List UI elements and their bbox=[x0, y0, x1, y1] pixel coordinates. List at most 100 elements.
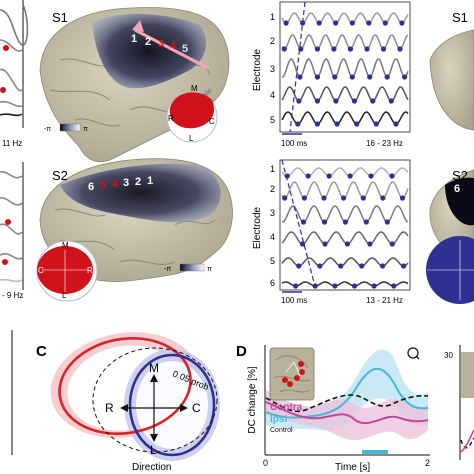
peak-marker bbox=[351, 98, 357, 104]
s1-label: S1 bbox=[52, 10, 68, 25]
compass-scale: ΔDC bbox=[202, 87, 214, 99]
tick-2: 2 bbox=[270, 36, 275, 46]
peak-marker bbox=[333, 20, 339, 26]
peak-marker bbox=[384, 74, 390, 80]
peak-marker bbox=[368, 173, 374, 179]
electrode-trace bbox=[281, 86, 409, 102]
peak-marker bbox=[360, 195, 366, 201]
scale-bar-label: 100 ms bbox=[281, 296, 307, 305]
peak-marker bbox=[284, 173, 290, 179]
trace-marker bbox=[2, 259, 8, 265]
s1-electrode-2: 2 bbox=[145, 36, 151, 48]
control-line bbox=[265, 394, 429, 413]
legend-ipsi: Ipsi bbox=[270, 414, 287, 425]
peak-marker bbox=[388, 98, 394, 104]
peak-marker bbox=[321, 195, 327, 201]
peak-marker bbox=[301, 195, 307, 201]
peak-marker bbox=[371, 283, 377, 289]
peak-marker bbox=[300, 219, 307, 225]
frequency-label: 16 - 23 Hz bbox=[366, 139, 403, 148]
trace-marker bbox=[5, 219, 11, 225]
right-y-tick: 30 bbox=[444, 351, 453, 360]
peak-marker bbox=[314, 98, 320, 104]
contra-line bbox=[58, 337, 192, 435]
axis-left-label: R bbox=[105, 401, 114, 415]
colorbar-max: π bbox=[83, 126, 88, 133]
peak-marker bbox=[397, 46, 403, 52]
s2-label: S2 bbox=[52, 168, 68, 183]
peak-marker bbox=[380, 263, 386, 269]
panel-letter-d: D bbox=[236, 343, 247, 360]
peak-marker bbox=[316, 20, 322, 26]
compass-top: M bbox=[191, 84, 198, 93]
colorbar-min: -π bbox=[44, 126, 51, 133]
trace-lines bbox=[281, 12, 409, 127]
peak-marker bbox=[373, 121, 379, 127]
s2-frequency-label: - 9 Hz bbox=[2, 291, 23, 300]
peak-marker bbox=[300, 20, 306, 26]
compass-s2: M C R L bbox=[36, 240, 98, 302]
peak-marker bbox=[367, 241, 373, 247]
phase-map-overlay bbox=[92, 14, 206, 89]
peak-marker bbox=[349, 74, 355, 80]
peak-marker bbox=[338, 263, 344, 269]
peak-marker bbox=[321, 219, 328, 225]
s2-electrode-4: 4 bbox=[112, 178, 119, 190]
s1-electrode-5: 5 bbox=[182, 43, 188, 55]
compass-left: C bbox=[38, 266, 44, 275]
direction-icon bbox=[407, 347, 419, 359]
electrode-trace bbox=[281, 257, 409, 267]
legend-control: Control bbox=[270, 427, 293, 434]
right-s1-label: S1 bbox=[452, 10, 468, 25]
electrode-trace bbox=[281, 167, 409, 177]
propagation-arrow bbox=[134, 28, 209, 70]
electrode-trace bbox=[281, 111, 409, 125]
propagation-line bbox=[281, 159, 317, 291]
peak-marker bbox=[314, 74, 320, 80]
compass-left: R bbox=[168, 114, 174, 123]
peak-marker bbox=[344, 241, 350, 247]
peak-marker bbox=[380, 46, 387, 52]
s1-electrode-4: 4 bbox=[170, 40, 177, 52]
left-trace-strip-s2: - 9 Hz bbox=[0, 162, 24, 300]
peak-marker bbox=[359, 263, 365, 269]
peak-marker bbox=[296, 98, 302, 104]
colorbar-max: π bbox=[207, 266, 212, 273]
s1-electrode-3: 3 bbox=[158, 38, 164, 50]
s2-electrode-2: 2 bbox=[135, 176, 141, 188]
peak-marker bbox=[399, 20, 405, 26]
peak-marker bbox=[391, 283, 397, 289]
traces-s1: Electrode 1 2 3 4 5 100 ms 16 - 23 Hz bbox=[252, 1, 411, 148]
trace-marker bbox=[0, 87, 6, 93]
peak-marker bbox=[393, 121, 399, 127]
x-tick-0: 0 bbox=[263, 458, 268, 468]
inset-electrode bbox=[298, 361, 304, 367]
colorbar-min: -π bbox=[164, 266, 171, 273]
tick-1: 1 bbox=[270, 12, 275, 22]
inset-electrode bbox=[294, 375, 300, 381]
frequency-label: 13 - 21 Hz bbox=[366, 296, 403, 305]
panel-d: D DC change [%] 0 2 Time [s] Contra Ipsi… bbox=[236, 343, 430, 473]
compass-right: C bbox=[209, 117, 215, 126]
ipsi-line bbox=[128, 353, 216, 457]
s2-electrode-5: 5 bbox=[100, 179, 106, 191]
tick-3: 3 bbox=[270, 208, 275, 218]
compass-distribution bbox=[169, 92, 215, 129]
peak-marker bbox=[333, 98, 339, 104]
peak-marker bbox=[382, 20, 388, 26]
peak-marker bbox=[282, 195, 288, 201]
peak-marker bbox=[389, 173, 395, 179]
peak-marker bbox=[370, 98, 376, 104]
compass-bottom: L bbox=[189, 134, 194, 143]
peak-marker bbox=[322, 241, 328, 247]
trace-marker bbox=[3, 45, 9, 51]
propagation-line bbox=[289, 1, 306, 133]
y-axis-label: Electrode bbox=[252, 206, 263, 249]
electrode-trace bbox=[281, 281, 409, 287]
right-edge-panels: S1 6 S2 bbox=[426, 10, 474, 304]
peak-marker bbox=[295, 121, 301, 127]
peak-marker bbox=[401, 263, 407, 269]
electrode-trace bbox=[281, 34, 409, 50]
phase-map-overlay bbox=[60, 163, 221, 223]
